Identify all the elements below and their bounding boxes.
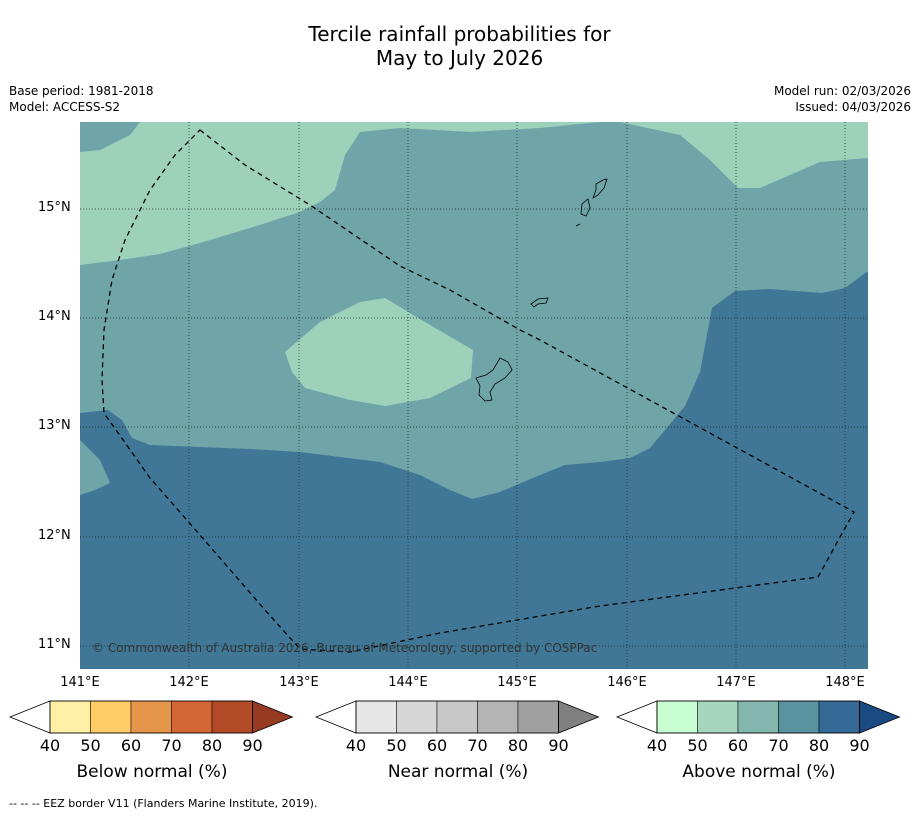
colorbar-label-below: Below normal (%)	[76, 762, 228, 782]
zone-above-60-corner	[80, 122, 140, 152]
zone-above-60-west	[80, 440, 110, 495]
zone-above-50-central	[285, 298, 473, 406]
colorbar-above-tick-70: 70	[768, 736, 789, 755]
xtick-147e: 147°E	[716, 675, 756, 690]
xtick-143e: 143°E	[279, 675, 319, 690]
colorbar-near-tick-40: 40	[345, 736, 367, 755]
eez-border	[101, 129, 855, 653]
meta-right: Model run: 02/03/2026 Issued: 04/03/2026	[774, 83, 911, 115]
zone-above-50-northwest	[80, 122, 600, 265]
ytick-11n: 11°N	[38, 637, 71, 652]
xtick-148e: 148°E	[825, 675, 865, 690]
colorbar-below-tick-50: 50	[80, 736, 101, 755]
ytick-15n: 15°N	[38, 200, 71, 215]
island-aguijan	[575, 223, 581, 227]
ytick-14n: 14°N	[38, 309, 71, 324]
colorbar-below-tick-60: 60	[120, 736, 142, 755]
colorbar-near-tick-70: 70	[467, 736, 488, 755]
xtick-146e: 146°E	[607, 675, 647, 690]
colorbar-above-tick-40: 40	[646, 736, 668, 755]
issued-date: Issued: 04/03/2026	[795, 100, 911, 114]
ytick-13n: 13°N	[38, 418, 71, 433]
xtick-141e: 141°E	[60, 675, 100, 690]
colorbar-below-tick-70: 70	[161, 736, 182, 755]
xtick-145e: 145°E	[497, 675, 537, 690]
map-title: Tercile rainfall probabilities for May t…	[0, 22, 919, 70]
base-period: Base period: 1981-2018	[9, 84, 154, 98]
island-rota	[530, 297, 549, 308]
islands	[475, 178, 608, 402]
eez-footnote: -- -- -- EEZ border V11 (Flanders Marine…	[9, 797, 318, 810]
zone-above-80	[80, 271, 868, 669]
island-guam	[475, 357, 513, 402]
title-line-1: Tercile rainfall probabilities for	[308, 22, 611, 46]
title-line-2: May to July 2026	[375, 46, 544, 70]
model-run: Model run: 02/03/2026	[773, 84, 911, 98]
model-name: Model: ACCESS-S2	[9, 100, 121, 114]
colorbar-below-tick-80: 80	[201, 736, 223, 755]
xtick-142e: 142°E	[169, 675, 209, 690]
colorbar-below-tick-90: 90	[242, 736, 263, 755]
colorbar-label-near: Near normal (%)	[387, 762, 529, 782]
colorbar-below-tick-40: 40	[39, 736, 61, 755]
copyright-notice: © Commonwealth of Australia 2026, Bureau…	[92, 641, 598, 655]
colorbar-near-tick-60: 60	[426, 736, 448, 755]
colorbar-above-tick-80: 80	[808, 736, 830, 755]
colorbar-above-tick-90: 90	[849, 736, 870, 755]
colorbar-label-above: Above normal (%)	[682, 762, 836, 782]
colorbar-near-tick-80: 80	[507, 736, 529, 755]
colorbar-near-tick-90: 90	[548, 736, 569, 755]
xtick-144e: 144°E	[388, 675, 428, 690]
island-saipan	[592, 178, 608, 199]
ytick-12n: 12°N	[38, 528, 71, 543]
colorbar-above-tick-50: 50	[687, 736, 708, 755]
colorbar-above-tick-60: 60	[727, 736, 749, 755]
meta-left: Base period: 1981-2018 Model: ACCESS-S2	[9, 83, 154, 115]
graticule	[80, 122, 868, 669]
island-tinian	[580, 198, 591, 217]
colorbar-near-tick-50: 50	[386, 736, 407, 755]
zone-above-50-northeast	[620, 122, 868, 188]
